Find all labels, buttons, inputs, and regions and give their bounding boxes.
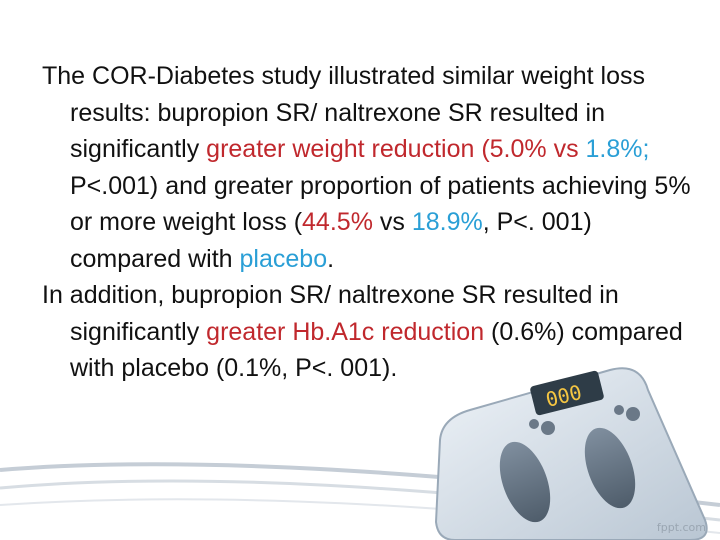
text-segment: , P<. 001) compared with [70, 208, 592, 273]
bathroom-scale-icon: 000 [434, 367, 708, 540]
highlight-blue: 18.9% [411, 208, 483, 236]
text-segment: . [327, 244, 335, 273]
highlight-red: greater weight reduction (5.0% vs [206, 135, 586, 163]
text-segment: vs [372, 208, 412, 236]
bullet-paragraph: In addition, bupropion SR/ naltrexone SR… [42, 277, 692, 387]
text-segment: The COR-Diabetes study illustrated simil… [42, 62, 645, 163]
text-segment: P<.001) and greater proportion of patien… [70, 171, 691, 237]
highlight-blue: 1.8%; [585, 135, 650, 163]
watermark: fppt.com [656, 521, 706, 534]
slide-body: The COR-Diabetes study illustrated simil… [42, 58, 692, 387]
highlight-blue: placebo [239, 244, 328, 273]
highlight-red: 44.5% [302, 208, 373, 236]
bullet-paragraph: The COR-Diabetes study illustrated simil… [42, 58, 692, 277]
highlight-red: greater Hb.A1c reduction [206, 317, 485, 346]
text-segment: In addition, bupropion SR/ naltrexone SR… [42, 281, 619, 346]
text-segment: (0.6%) compared with placebo (0.1%, P<. … [70, 317, 683, 383]
